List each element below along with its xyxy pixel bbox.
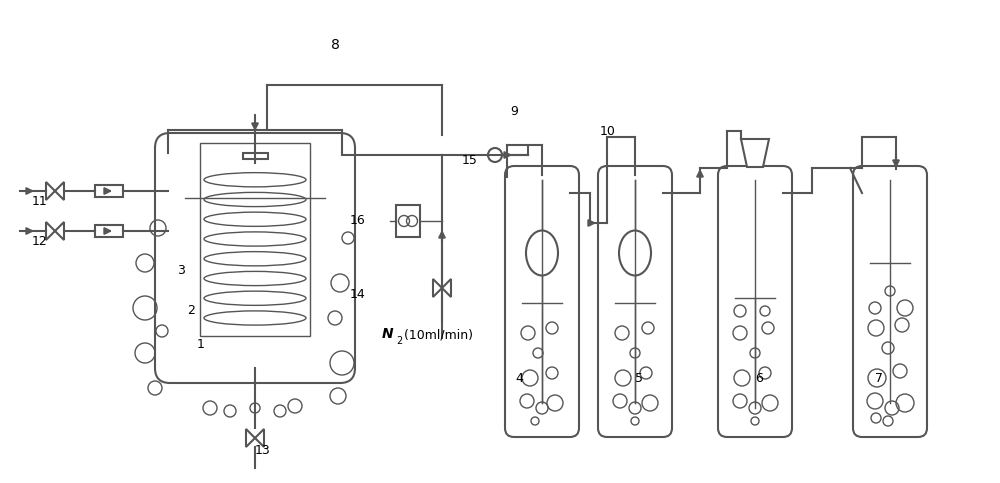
Text: 1: 1 — [197, 339, 205, 352]
Text: 7: 7 — [875, 371, 883, 384]
Text: 6: 6 — [755, 371, 763, 384]
Bar — [95, 185, 123, 197]
Text: 4: 4 — [515, 371, 523, 384]
Bar — [396, 205, 420, 237]
Ellipse shape — [619, 230, 651, 275]
Text: 16: 16 — [349, 214, 365, 227]
Text: 2: 2 — [396, 336, 402, 346]
Text: (10ml/min): (10ml/min) — [400, 328, 473, 341]
FancyBboxPatch shape — [853, 166, 927, 437]
Text: 14: 14 — [349, 288, 365, 301]
Text: 5: 5 — [635, 371, 643, 384]
Text: 9: 9 — [510, 104, 518, 117]
Text: 8: 8 — [331, 38, 339, 52]
Text: 13: 13 — [255, 444, 271, 457]
FancyBboxPatch shape — [718, 166, 792, 437]
Text: 11: 11 — [32, 195, 48, 208]
FancyBboxPatch shape — [505, 166, 579, 437]
Bar — [200, 143, 310, 336]
Ellipse shape — [526, 230, 558, 275]
Bar — [95, 225, 123, 237]
Bar — [243, 153, 268, 159]
Text: 3: 3 — [177, 265, 185, 278]
Text: 2: 2 — [187, 304, 195, 317]
Polygon shape — [741, 139, 769, 167]
Text: 15: 15 — [462, 155, 478, 168]
Text: N: N — [382, 327, 394, 341]
Text: 10: 10 — [600, 125, 616, 138]
Text: 12: 12 — [32, 235, 48, 247]
FancyBboxPatch shape — [598, 166, 672, 437]
